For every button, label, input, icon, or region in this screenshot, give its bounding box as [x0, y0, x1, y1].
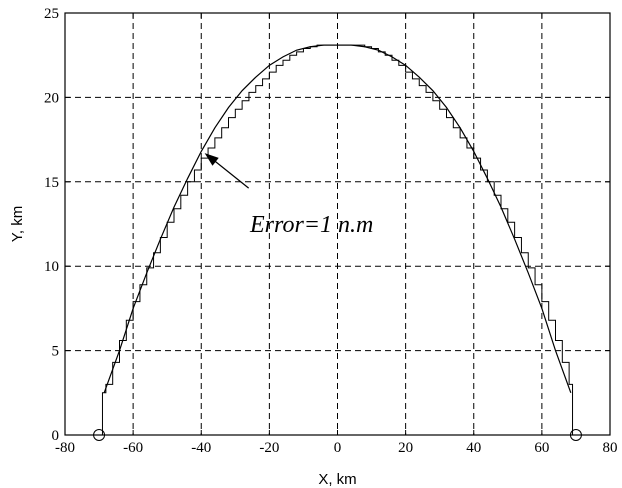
- annotation-layer: Error=1 n.m: [204, 153, 373, 238]
- x-tick-label: 0: [334, 440, 342, 456]
- x-tick-label: 60: [534, 440, 549, 456]
- x-axis-label: X, km: [318, 471, 356, 488]
- y-tick-label: 0: [52, 428, 60, 444]
- x-tick-label: 40: [466, 440, 481, 456]
- x-tick-label: -20: [259, 440, 279, 456]
- y-tick-label: 25: [44, 6, 59, 22]
- x-tick-label: -80: [55, 440, 75, 456]
- x-tick-label: 80: [603, 440, 618, 456]
- x-tick-label: 20: [398, 440, 413, 456]
- annotation-arrow: [213, 159, 250, 189]
- x-tick-label: -40: [191, 440, 211, 456]
- series-layer: [101, 44, 574, 435]
- tick-layer: -80 -60 -40 -20 0 20 40 60 80 0 5 10 15 20 25: [44, 6, 618, 456]
- x-tick-label: -60: [123, 440, 143, 456]
- y-axis-label: Y, km: [9, 206, 26, 242]
- step-trajectory-line: [101, 44, 574, 435]
- y-tick-label: 20: [44, 90, 59, 106]
- grid: [65, 13, 610, 435]
- y-tick-label: 5: [52, 344, 60, 360]
- annotation-label: Error=1 n.m: [249, 212, 373, 238]
- annotation-arrowhead: [204, 153, 219, 166]
- y-tick-label: 15: [44, 175, 59, 191]
- y-tick-label: 10: [44, 259, 59, 275]
